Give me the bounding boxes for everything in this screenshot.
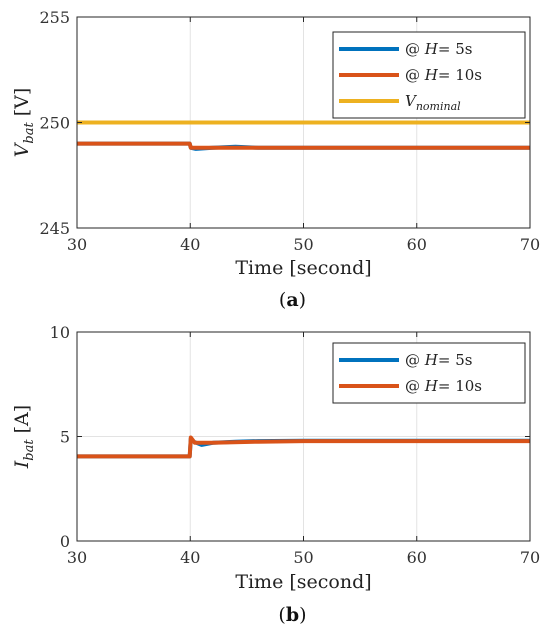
series-line-1 <box>77 141 530 150</box>
legend-text: H <box>424 351 439 369</box>
chart-caption: (b) <box>278 604 306 626</box>
legend-box <box>332 342 526 404</box>
legend-symbol: V <box>405 92 418 110</box>
y-label-subscript: bat <box>22 122 37 144</box>
legend-text: = 5s <box>438 351 473 369</box>
x-tick-label: 50 <box>293 235 313 254</box>
legend-text: @ <box>405 40 425 58</box>
legend-entry-2: Vnominal <box>405 92 461 113</box>
legend-entry-1: @ H= 10s <box>405 66 482 84</box>
legend-text: = 10s <box>438 66 482 84</box>
y-label-symbol: V <box>11 141 33 157</box>
x-axis-label: Time [second] <box>235 257 371 279</box>
legend-entry-0: @ H= 5s <box>405 40 472 58</box>
legend-text: H <box>424 66 439 84</box>
legend: @ H= 5s@ H= 10s <box>332 342 526 404</box>
x-tick-label: 30 <box>67 548 87 567</box>
legend-entry-0: @ H= 5s <box>405 351 472 369</box>
x-tick-label: 70 <box>520 235 540 254</box>
caption-letter: a <box>286 289 298 311</box>
caption-paren-open: ( <box>279 289 286 311</box>
x-axis-label: Time [second] <box>235 571 371 593</box>
x-tick-label: 40 <box>180 548 200 567</box>
x-tick-label: 60 <box>407 548 427 567</box>
legend-text: @ <box>405 377 425 395</box>
y-label-symbol: I <box>11 460 33 469</box>
legend-subscript: nominal <box>416 100 461 113</box>
y-axis-label: Vbat [V] <box>11 88 37 158</box>
x-tick-label: 40 <box>180 235 200 254</box>
series-line-1 <box>77 435 530 459</box>
y-axis-label: Ibat [A] <box>11 405 37 469</box>
legend-text: H <box>424 377 439 395</box>
chart-caption: (a) <box>279 289 306 311</box>
x-tick-label: 70 <box>520 548 540 567</box>
caption-paren-open: ( <box>278 604 285 626</box>
x-tick-label: 60 <box>407 235 427 254</box>
y-tick-label: 245 <box>39 219 70 238</box>
caption-letter: b <box>286 604 299 626</box>
y-tick-label: 0 <box>60 532 70 551</box>
legend-text: @ <box>405 351 425 369</box>
caption-paren-close: ) <box>299 289 306 311</box>
y-tick-label: 255 <box>39 8 70 27</box>
chart-panel-a: 30 40 50 60 70 245 250 255 Time [second] Vbat [V]… <box>11 8 540 311</box>
legend-text: @ <box>405 66 425 84</box>
y-tick-label: 10 <box>50 323 70 342</box>
legend-text: H <box>424 40 439 58</box>
legend-text: = 10s <box>438 377 482 395</box>
y-tick-label: 5 <box>60 428 70 447</box>
caption-paren-close: ) <box>299 604 306 626</box>
legend-entry-1: @ H= 10s <box>405 377 482 395</box>
y-label-unit: [V] <box>11 88 33 123</box>
y-label-unit: [A] <box>11 405 33 440</box>
x-tick-label: 50 <box>293 548 313 567</box>
x-tick-label: 30 <box>67 235 87 254</box>
y-tick-label: 250 <box>39 114 70 133</box>
legend-text: = 5s <box>438 40 473 58</box>
y-label-subscript: bat <box>22 439 37 461</box>
